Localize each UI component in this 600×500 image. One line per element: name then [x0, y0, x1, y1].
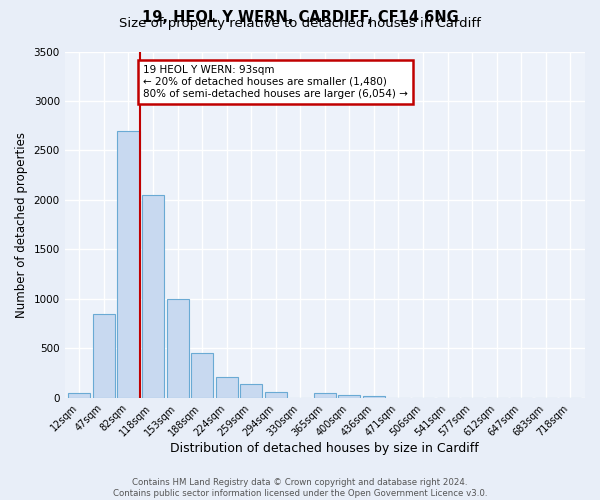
Text: Size of property relative to detached houses in Cardiff: Size of property relative to detached ho…	[119, 18, 481, 30]
Bar	[68, 392, 91, 398]
Text: Contains HM Land Registry data © Crown copyright and database right 2024.
Contai: Contains HM Land Registry data © Crown c…	[113, 478, 487, 498]
Bar	[215, 377, 238, 398]
Bar	[363, 396, 385, 398]
Y-axis label: Number of detached properties: Number of detached properties	[15, 132, 28, 318]
Bar	[314, 392, 336, 398]
Bar	[142, 195, 164, 398]
Bar	[265, 392, 287, 398]
Bar	[118, 130, 140, 398]
Bar	[93, 314, 115, 398]
Bar	[240, 384, 262, 398]
Bar	[167, 299, 188, 398]
Bar	[338, 394, 361, 398]
Bar	[191, 354, 213, 398]
X-axis label: Distribution of detached houses by size in Cardiff: Distribution of detached houses by size …	[170, 442, 479, 455]
Text: 19 HEOL Y WERN: 93sqm
← 20% of detached houses are smaller (1,480)
80% of semi-d: 19 HEOL Y WERN: 93sqm ← 20% of detached …	[143, 66, 407, 98]
Text: 19, HEOL Y WERN, CARDIFF, CF14 6NG: 19, HEOL Y WERN, CARDIFF, CF14 6NG	[142, 10, 458, 25]
